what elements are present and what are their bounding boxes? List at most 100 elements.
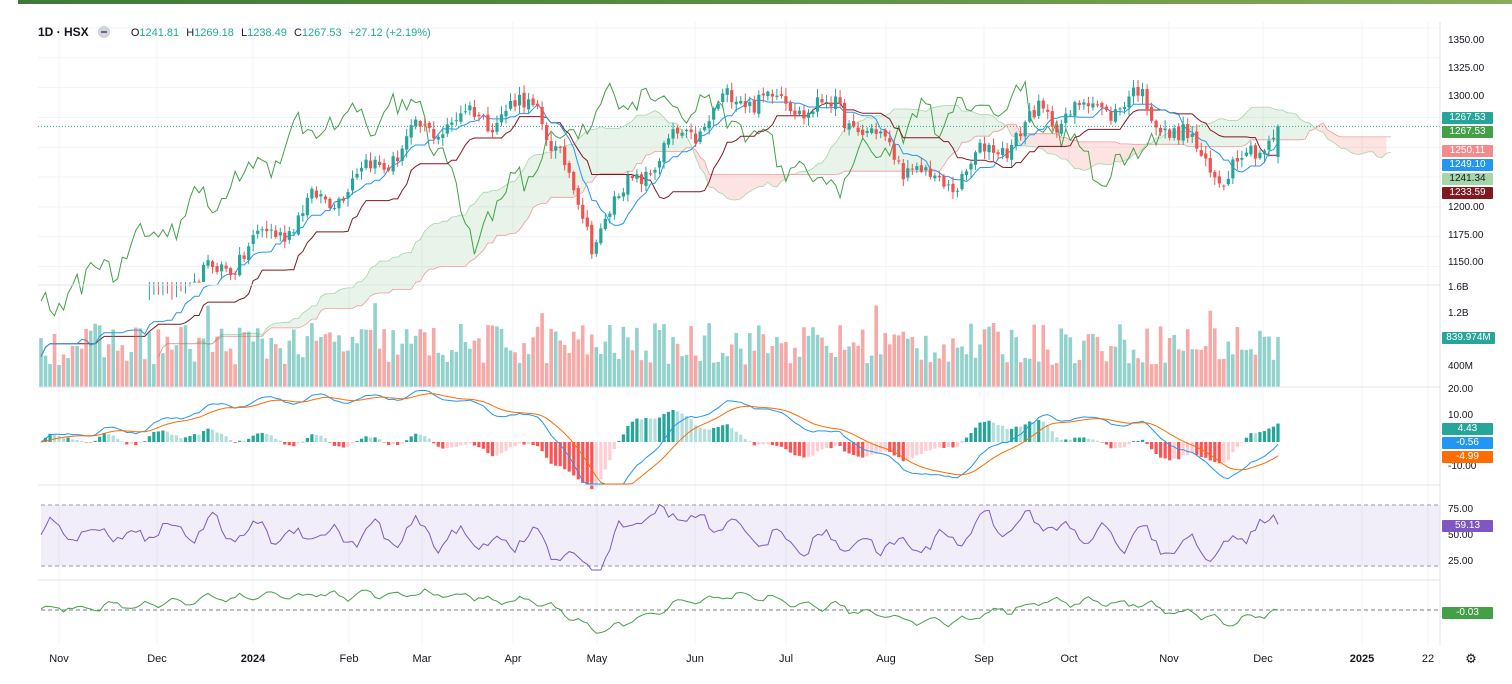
candle-body bbox=[892, 144, 896, 160]
macd-hist-bar bbox=[472, 442, 477, 446]
volume-bar bbox=[991, 323, 996, 387]
cloud-segment bbox=[862, 117, 868, 172]
macd-hist-bar bbox=[423, 436, 427, 442]
volume-bar bbox=[481, 362, 486, 387]
cloud-segment bbox=[925, 108, 931, 172]
cloud-segment bbox=[1250, 107, 1256, 140]
price-tick: 1325.00 bbox=[1448, 63, 1485, 74]
candle-body bbox=[1208, 158, 1212, 173]
macd-hist-bar bbox=[1023, 424, 1027, 442]
volume-bar bbox=[409, 343, 413, 387]
candle-body bbox=[499, 114, 504, 123]
macd-hist-bar bbox=[1086, 438, 1090, 442]
candle-body bbox=[197, 281, 201, 283]
macd-hist-bar bbox=[996, 424, 1000, 442]
volume-bars bbox=[39, 303, 1280, 387]
volume-bar bbox=[138, 328, 143, 387]
macd-hist-bar bbox=[201, 431, 206, 442]
time-tick: 2024 bbox=[240, 653, 266, 665]
volume-bar bbox=[842, 349, 847, 387]
volume-bar bbox=[1176, 349, 1181, 387]
macd-hist-bar bbox=[48, 433, 52, 442]
candle-body bbox=[838, 97, 842, 104]
volume-bar bbox=[811, 327, 815, 387]
cloud-segment bbox=[406, 252, 412, 290]
macd-hist-bar bbox=[364, 436, 368, 442]
candle-body bbox=[788, 102, 793, 112]
macd-hist-bar bbox=[1140, 439, 1145, 442]
candle-body bbox=[752, 99, 756, 113]
cloud-segment bbox=[1038, 133, 1044, 150]
volume-bar bbox=[106, 344, 111, 387]
macd-hist-bar bbox=[418, 434, 422, 442]
candle-body bbox=[915, 166, 919, 170]
volume-bar bbox=[75, 345, 79, 387]
cloud-segment bbox=[636, 115, 642, 164]
candle-body bbox=[265, 228, 269, 232]
macd-hist-bar bbox=[192, 434, 197, 442]
cloud-segment bbox=[379, 261, 385, 293]
cloud-segment bbox=[316, 296, 321, 320]
candle-body bbox=[1001, 147, 1005, 156]
cloud-segment bbox=[1350, 136, 1355, 154]
macd-hist-bar bbox=[1127, 442, 1131, 445]
candle-body bbox=[639, 174, 644, 185]
volume-bar bbox=[969, 323, 973, 387]
candle-body bbox=[964, 171, 969, 175]
cloud-segment bbox=[510, 181, 516, 234]
volume-bar bbox=[662, 324, 666, 387]
cloud-segment bbox=[334, 290, 339, 309]
volume-bar bbox=[129, 351, 134, 387]
cloud-segment bbox=[1074, 140, 1080, 169]
cloud-segment bbox=[731, 174, 737, 200]
chikou-span-line bbox=[40, 80, 1162, 317]
macd-hist-bar bbox=[368, 437, 373, 442]
cloud-segment bbox=[1065, 137, 1071, 164]
candle-body bbox=[653, 169, 657, 173]
volume-bar bbox=[161, 353, 165, 387]
macd-hist-bar bbox=[1149, 442, 1154, 450]
volume-bar bbox=[1154, 364, 1158, 387]
volume-bar bbox=[653, 323, 657, 387]
macd-hist-bar bbox=[766, 442, 770, 444]
volume-bar bbox=[188, 348, 192, 387]
candle-body bbox=[1136, 86, 1140, 96]
cloud-segment bbox=[966, 111, 972, 143]
candle-body bbox=[1249, 145, 1253, 155]
macd-hist-bar bbox=[888, 442, 892, 453]
cloud-segment bbox=[961, 111, 967, 143]
candle-body bbox=[1059, 123, 1063, 134]
volume-bar bbox=[743, 364, 748, 387]
candle-body bbox=[364, 159, 368, 168]
macd-hist-bar bbox=[1064, 439, 1068, 442]
candle-body bbox=[418, 121, 422, 127]
candle-body bbox=[233, 273, 237, 275]
time-tick: Feb bbox=[339, 653, 359, 665]
candle-body bbox=[251, 235, 255, 244]
candle-body bbox=[815, 97, 820, 112]
macd-hist-bar bbox=[278, 440, 282, 442]
volume-bar bbox=[364, 329, 368, 387]
volume-bar bbox=[206, 305, 210, 387]
volume-bar bbox=[599, 353, 603, 387]
macd-hist-bar bbox=[842, 442, 847, 452]
volume-bar bbox=[52, 333, 57, 387]
cloud-segment bbox=[442, 221, 448, 267]
macd-hist-bar bbox=[152, 431, 156, 442]
candle-body bbox=[567, 163, 571, 173]
gear-icon[interactable]: ⚙ bbox=[1465, 651, 1477, 666]
macd-hist-bar bbox=[599, 442, 603, 479]
macd-hist-bar bbox=[161, 430, 165, 442]
macd-hist-bar bbox=[188, 436, 192, 442]
cloud-segment bbox=[1368, 136, 1373, 152]
cloud-segment bbox=[496, 188, 502, 236]
symbol-label[interactable]: 1D · HSX bbox=[38, 25, 89, 39]
macd-hist-bar bbox=[603, 442, 607, 470]
macd-hist-bar bbox=[400, 442, 404, 444]
macd-hist-bar bbox=[635, 418, 639, 442]
candle-body bbox=[811, 111, 815, 115]
volume-bar bbox=[1054, 363, 1059, 387]
cloud-segment bbox=[311, 305, 317, 320]
candle-body bbox=[441, 134, 445, 139]
